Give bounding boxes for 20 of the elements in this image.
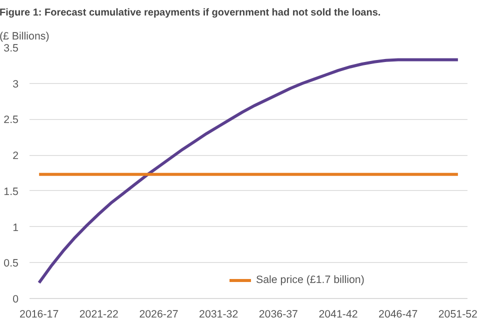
y-tick-label: 0 xyxy=(12,294,19,306)
x-tick-label: 2026-27 xyxy=(139,308,178,320)
y-tick-label: 3 xyxy=(12,78,19,90)
legend-label: Sale price (£1.7 billion) xyxy=(256,274,364,286)
x-tick-label: 2031-32 xyxy=(199,308,238,320)
x-tick-label: 2036-37 xyxy=(258,308,298,320)
x-tick-label: 2051-52 xyxy=(438,308,478,320)
y-tick-label: 2 xyxy=(12,150,19,162)
y-tick-label: 0.5 xyxy=(4,258,19,270)
y-axis-title: (£ Billions) xyxy=(0,30,50,42)
x-tick-label: 2016-17 xyxy=(20,308,59,320)
chart-title: Figure 1: Forecast cumulative repayments if government had not sold the loans. xyxy=(0,8,381,18)
x-tick-label: 2021-22 xyxy=(79,308,119,320)
x-tick-label: 2046-47 xyxy=(378,308,418,320)
y-tick-label: 1.5 xyxy=(4,186,19,198)
line-series xyxy=(38,58,460,284)
y-tick-label: 1 xyxy=(12,222,19,234)
x-tick-label: 2041-42 xyxy=(318,308,358,320)
y-tick-label: 2.5 xyxy=(4,114,19,126)
y-tick-label: 3.5 xyxy=(4,42,19,54)
